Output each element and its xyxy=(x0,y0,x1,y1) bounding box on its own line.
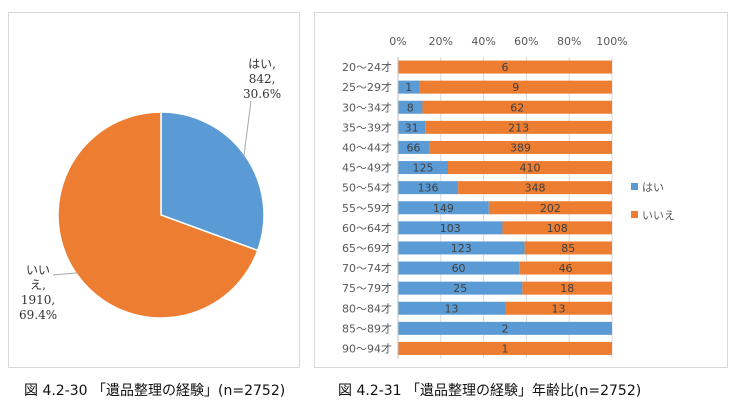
data-label-hai: 136 xyxy=(418,182,439,195)
data-label-iie: 108 xyxy=(547,222,568,235)
data-label-hai: 25 xyxy=(453,282,467,295)
bar-segment-hai xyxy=(398,181,459,195)
y-category-label: 70～74才 xyxy=(342,261,392,275)
bar-segment-hai xyxy=(398,140,430,154)
pie-label-hai-line: 30.6% xyxy=(243,87,282,101)
pie-label-iie-line: 1910, xyxy=(20,293,56,307)
data-label-hai: 66 xyxy=(407,141,421,154)
legend-item-iie-label: いいえ xyxy=(642,209,675,222)
y-category-label: 90～94才 xyxy=(342,341,392,355)
y-category-label: 25～29才 xyxy=(342,80,392,94)
pie-chart-panel: はい, 842, 30.6% いい え, 1910, 69.4% xyxy=(8,12,300,368)
bar-segment-hai xyxy=(398,241,525,255)
x-tick-label: 100% xyxy=(596,35,627,48)
bar-segment-iie xyxy=(505,301,612,315)
pie-label-iie-line: え, xyxy=(30,278,46,292)
x-tick-label: 80% xyxy=(557,35,581,48)
data-label-iie: 6 xyxy=(502,61,509,74)
data-label-hai: 103 xyxy=(440,222,461,235)
bar-segment-hai xyxy=(398,80,420,94)
data-label-iie: 202 xyxy=(540,202,561,215)
pie-slice-hai xyxy=(160,111,265,252)
data-label-iie: 410 xyxy=(520,162,541,175)
bar-segment-hai xyxy=(398,100,423,114)
pie-label-hai-line: はい, xyxy=(248,57,276,71)
data-label-iie: 1 xyxy=(502,342,509,355)
data-label-hai: 123 xyxy=(451,242,472,255)
bar-segment-hai xyxy=(398,221,503,235)
y-category-label: 80～84才 xyxy=(342,301,392,315)
y-category-label: 30～34才 xyxy=(342,100,392,114)
data-label-hai: 60 xyxy=(452,262,466,275)
y-category-label: 50～54才 xyxy=(342,181,392,195)
bar-segment-hai xyxy=(398,261,520,275)
data-label-iie: 18 xyxy=(560,282,574,295)
x-tick-label: 20% xyxy=(429,35,453,48)
data-label-iie: 13 xyxy=(552,302,566,315)
data-label-iie: 348 xyxy=(525,182,546,195)
bar-chart-panel: 0% 20% 40% 60% 80% 100% 20～24才 6 25～29才 1 9 30～34才 8… xyxy=(314,12,728,368)
y-category-label: 60～64才 xyxy=(342,221,392,235)
data-label-hai: 125 xyxy=(413,162,434,175)
y-category-label: 85～89才 xyxy=(342,321,392,335)
bar-segment-hai xyxy=(398,301,505,315)
pie-label-hai: はい, 842, 30.6% xyxy=(243,57,281,102)
x-tick-label: 60% xyxy=(514,35,538,48)
bar-segment-iie xyxy=(524,241,612,255)
bar-segment-iie xyxy=(429,140,612,154)
bar-segment-iie xyxy=(422,100,612,114)
data-label-hai: 1 xyxy=(405,81,412,94)
bar-segment-iie xyxy=(448,161,612,175)
bar-segment-iie xyxy=(519,261,612,275)
pie-chart xyxy=(52,100,265,319)
data-label-iie: 389 xyxy=(510,141,531,154)
pie-label-iie-line: いい xyxy=(26,263,51,277)
pie-label-hai-line: 842, xyxy=(248,72,276,86)
bar-segment-iie xyxy=(398,341,612,355)
legend-item-hai-swatch xyxy=(631,183,638,190)
bar-segment-iie xyxy=(522,281,612,295)
data-label-hai: 149 xyxy=(433,202,454,215)
data-label-iie: 213 xyxy=(508,121,529,134)
y-category-label: 65～69才 xyxy=(342,241,392,255)
bar-segment-iie xyxy=(419,80,612,94)
y-category-label: 40～44才 xyxy=(342,140,392,154)
pie-label-iie: いい え, 1910, 69.4% xyxy=(19,263,57,323)
data-label-iie: 85 xyxy=(561,242,575,255)
bar-segment-iie xyxy=(398,60,612,74)
bar-segment-iie xyxy=(502,221,612,235)
bar-segment-hai xyxy=(398,201,489,215)
x-tick-label: 40% xyxy=(471,35,495,48)
data-label-iie: 9 xyxy=(512,81,519,94)
data-label-hai: 13 xyxy=(445,302,459,315)
y-category-label: 75～79才 xyxy=(342,281,392,295)
bar-segment-iie xyxy=(488,201,612,215)
bar-segment-hai xyxy=(398,281,523,295)
y-category-label: 45～49才 xyxy=(342,161,392,175)
data-label-hai: 8 xyxy=(407,101,414,114)
bar-segment-iie xyxy=(458,181,612,195)
pie-label-iie-line: 69.4% xyxy=(19,308,58,322)
y-category-label: 20～24才 xyxy=(342,60,392,74)
stacked-bar-chart: 0% 20% 40% 60% 80% 100% 20～24才 6 25～29才 1 9 30～34才 8… xyxy=(342,35,675,359)
y-category-label: 55～59才 xyxy=(342,201,392,215)
data-label-iie: 62 xyxy=(510,101,524,114)
bar-segment-hai xyxy=(398,120,426,134)
y-category-label: 35～39才 xyxy=(342,120,392,134)
caption-pie-chart: 図 4.2-30 「遺品整理の経験」(n=2752) xyxy=(24,383,286,399)
data-label-hai: 2 xyxy=(502,322,509,335)
pie-leader-line-iie xyxy=(52,272,79,276)
pie-slice-iie xyxy=(57,111,259,319)
x-tick-label: 0% xyxy=(389,35,406,48)
bar-segment-hai xyxy=(398,321,612,335)
pie-leader-line-hai xyxy=(243,100,252,158)
legend-item-iie-swatch xyxy=(631,211,638,218)
caption-bar-chart: 図 4.2-31 「遺品整理の経験」年齢比(n=2752) xyxy=(338,383,642,399)
legend-item-hai-label: はい xyxy=(642,181,664,194)
data-label-hai: 31 xyxy=(405,121,419,134)
bar-segment-hai xyxy=(398,161,448,175)
bar-segment-iie xyxy=(425,120,612,134)
data-label-iie: 46 xyxy=(559,262,573,275)
